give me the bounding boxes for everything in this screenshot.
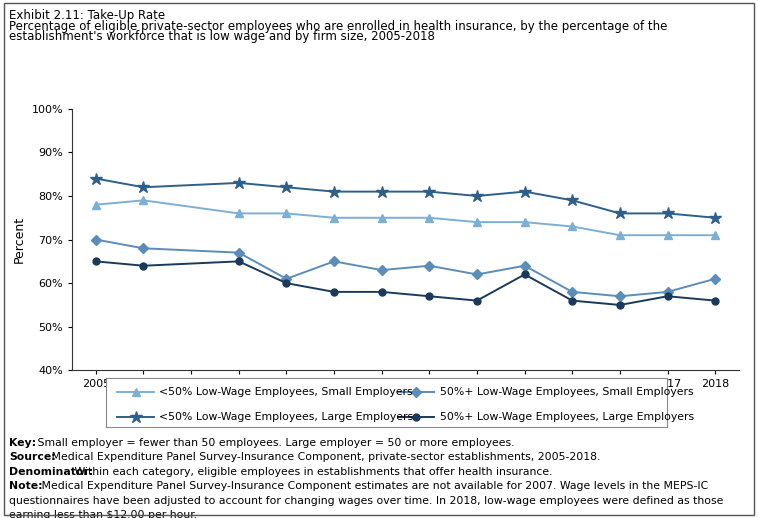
Text: questionnaires have been adjusted to account for changing wages over time. In 20: questionnaires have been adjusted to acc… xyxy=(9,496,723,506)
Text: 50%+ Low-Wage Employees, Small Employers: 50%+ Low-Wage Employees, Small Employers xyxy=(440,387,694,397)
Text: Within each category, eligible employees in establishments that offer health ins: Within each category, eligible employees… xyxy=(71,467,553,477)
Text: Key:: Key: xyxy=(9,438,36,448)
Text: Denominator:: Denominator: xyxy=(9,467,93,477)
Text: establishment's workforce that is low wage and by firm size, 2005-2018: establishment's workforce that is low wa… xyxy=(9,30,435,43)
Text: 50%+ Low-Wage Employees, Large Employers: 50%+ Low-Wage Employees, Large Employers xyxy=(440,411,694,422)
Text: Source:: Source: xyxy=(9,452,56,462)
Text: Exhibit 2.11: Take-Up Rate: Exhibit 2.11: Take-Up Rate xyxy=(9,9,165,22)
Text: Note:: Note: xyxy=(9,481,42,491)
Text: Small employer = fewer than 50 employees. Large employer = 50 or more employees.: Small employer = fewer than 50 employees… xyxy=(34,438,515,448)
Text: Percentage of eligible private-sector employees who are enrolled in health insur: Percentage of eligible private-sector em… xyxy=(9,20,668,33)
Text: <50% Low-Wage Employees, Large Employers: <50% Low-Wage Employees, Large Employers xyxy=(159,411,414,422)
Y-axis label: Percent: Percent xyxy=(13,216,26,263)
Text: Medical Expenditure Panel Survey-Insurance Component estimates are not available: Medical Expenditure Panel Survey-Insuran… xyxy=(38,481,708,491)
Text: Medical Expenditure Panel Survey-Insurance Component, private-sector establishme: Medical Expenditure Panel Survey-Insuran… xyxy=(48,452,600,462)
Text: earning less than $12.00 per hour.: earning less than $12.00 per hour. xyxy=(9,510,197,518)
Text: <50% Low-Wage Employees, Small Employers: <50% Low-Wage Employees, Small Employers xyxy=(159,387,413,397)
